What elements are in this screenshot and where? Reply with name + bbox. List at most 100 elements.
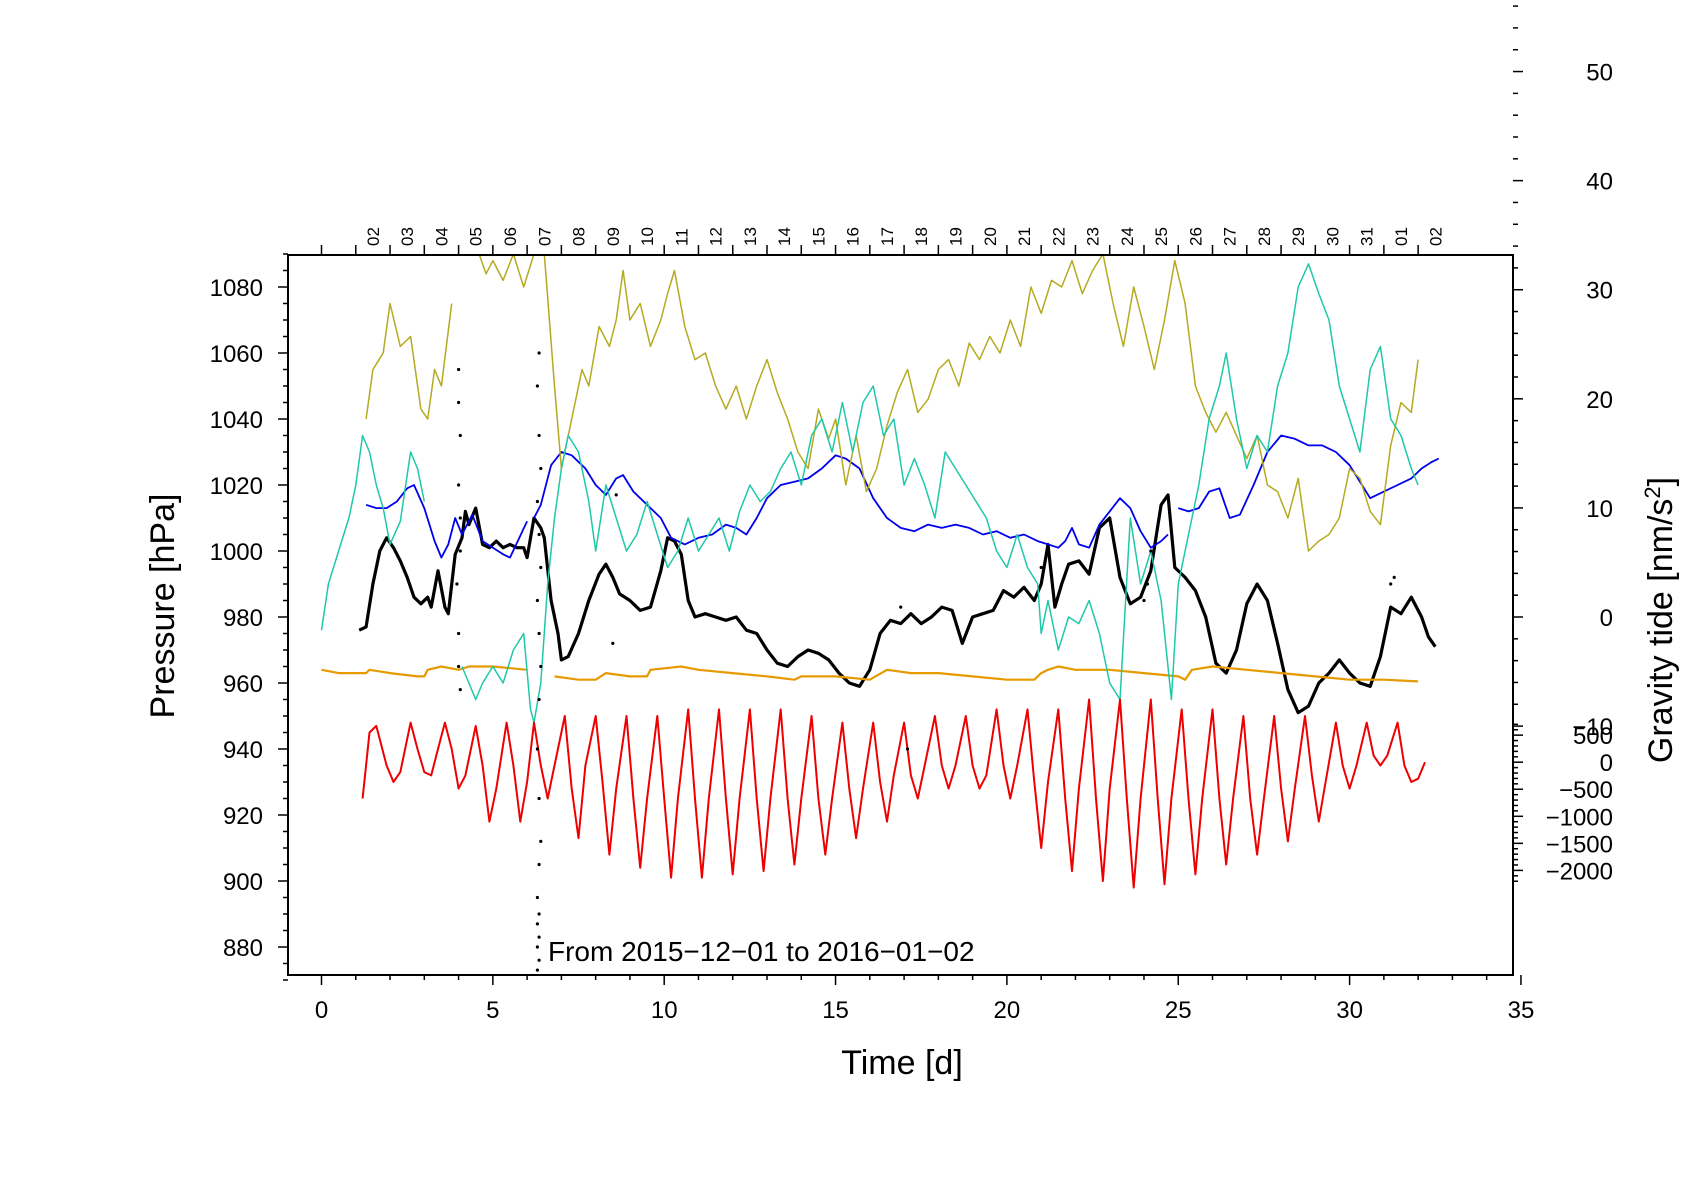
- y-right-upper-tick-label: 50: [1586, 60, 1613, 87]
- outlier-point: [535, 598, 540, 603]
- outlier-point: [537, 796, 541, 801]
- top-day-label: 10: [638, 227, 657, 246]
- y-right-upper-tick-label: 10: [1586, 496, 1613, 523]
- outlier-point: [537, 631, 541, 636]
- top-day-label: 23: [1084, 227, 1103, 246]
- outlier-point: [458, 688, 462, 692]
- y-left-tick-label: 980: [223, 605, 263, 632]
- top-day-label: 18: [912, 227, 931, 246]
- outlier-point: [539, 839, 543, 844]
- top-day-label: 27: [1221, 227, 1240, 246]
- y-axis-title-left: Pressure [hPa]: [144, 494, 182, 719]
- top-day-label: 08: [570, 227, 589, 246]
- outlier-point: [535, 922, 540, 926]
- top-day-label: 29: [1289, 227, 1308, 246]
- outlier-point: [457, 664, 461, 669]
- x-tick-label: 30: [1336, 997, 1363, 1024]
- y-right-upper-tick-label: 30: [1586, 278, 1613, 305]
- series-blue: [365, 434, 1440, 559]
- outlier-point: [535, 499, 540, 504]
- top-day-label: 22: [1049, 227, 1068, 246]
- outlier-point: [899, 605, 903, 609]
- y-left-tick-label: 960: [223, 671, 263, 698]
- top-day-label: 30: [1324, 227, 1343, 246]
- top-day-label: 05: [467, 227, 486, 246]
- top-day-label: 13: [741, 227, 760, 246]
- top-day-label: 16: [844, 227, 863, 246]
- outlier-point: [539, 565, 543, 570]
- x-tick-label: 15: [822, 997, 849, 1024]
- y-right-lower-tick-label: −500: [1559, 777, 1613, 804]
- outlier-point: [537, 912, 541, 916]
- series-pressure: [358, 493, 1437, 715]
- outlier-point: [457, 631, 461, 636]
- y-left-tick-label: 880: [223, 935, 263, 962]
- outlier-point: [611, 641, 615, 646]
- x-tick-label: 35: [1508, 997, 1535, 1024]
- outlier-point: [537, 433, 541, 438]
- top-day-label: 06: [501, 227, 520, 246]
- outlier-point: [539, 664, 543, 669]
- outlier-point: [905, 747, 910, 751]
- x-tick-label: 0: [315, 997, 328, 1024]
- y-left-tick-label: 1000: [210, 539, 263, 566]
- outlier-point: [457, 400, 461, 405]
- plot-frame: [287, 254, 1514, 976]
- y-left-tick-label: 940: [223, 737, 263, 764]
- outlier-point: [535, 384, 540, 388]
- y-right-lower-tick-label: 0: [1600, 750, 1613, 777]
- outlier-point: [535, 895, 540, 900]
- y-left-tick-label: 1020: [210, 473, 263, 500]
- top-day-label: 20: [981, 227, 1000, 246]
- series-olive: [365, 255, 1419, 552]
- series-layer: [320, 255, 1440, 889]
- x-tick-label: 20: [994, 997, 1021, 1024]
- top-day-label: 01: [1392, 227, 1411, 246]
- top-day-label: 02: [364, 227, 383, 246]
- y-right-lower-tick-label: −1000: [1546, 804, 1613, 831]
- top-day-label: 19: [947, 227, 966, 246]
- outlier-point: [537, 532, 541, 537]
- y-left-tick-label: 1040: [210, 407, 263, 434]
- top-day-label: 04: [432, 227, 451, 246]
- outlier-point: [455, 582, 459, 586]
- outlier-point: [1389, 582, 1393, 586]
- outlier-point: [1142, 598, 1146, 603]
- outlier-point: [614, 493, 618, 497]
- top-day-label: 14: [775, 227, 794, 246]
- top-day-label: 24: [1118, 227, 1137, 246]
- y-right-lower-tick-label: −1500: [1546, 831, 1613, 858]
- top-day-label: 02: [1426, 227, 1445, 246]
- outlier-point: [535, 945, 540, 949]
- top-day-label: 31: [1358, 227, 1377, 246]
- outlier-point: [1039, 565, 1043, 570]
- y-left-tick-label: 900: [223, 869, 263, 896]
- outlier-point: [457, 483, 461, 487]
- y-right-upper-tick-label: 20: [1586, 387, 1613, 414]
- outlier-point: [539, 466, 543, 471]
- outlier-point: [1392, 575, 1396, 580]
- y-left-tick-label: 920: [223, 803, 263, 830]
- y-axis-title-right-suffix: ]: [1642, 477, 1680, 486]
- top-day-label: 17: [878, 227, 897, 246]
- y-axis-title-right: Gravity tide [nm/s2]: [1640, 477, 1680, 763]
- top-day-label: 03: [398, 227, 417, 246]
- outlier-point: [458, 433, 462, 438]
- outlier-point: [457, 367, 461, 372]
- top-day-label: 26: [1186, 227, 1205, 246]
- top-day-label: 12: [707, 227, 726, 246]
- outlier-point: [458, 549, 462, 553]
- top-day-label: 21: [1015, 227, 1034, 246]
- outlier-point: [458, 516, 462, 520]
- outlier-point: [1145, 582, 1149, 586]
- y-axis-title-right-sup: 2: [1640, 486, 1665, 498]
- top-day-label: 07: [535, 227, 554, 246]
- y-right-upper-tick-label: −10: [1572, 714, 1613, 741]
- series-turquoise: [320, 263, 1419, 724]
- top-day-label: 25: [1152, 227, 1171, 246]
- top-day-label: 11: [672, 228, 691, 246]
- outlier-point: [537, 958, 541, 962]
- y-left-tick-label: 1060: [210, 341, 263, 368]
- y-left-tick-label: 1080: [210, 275, 263, 302]
